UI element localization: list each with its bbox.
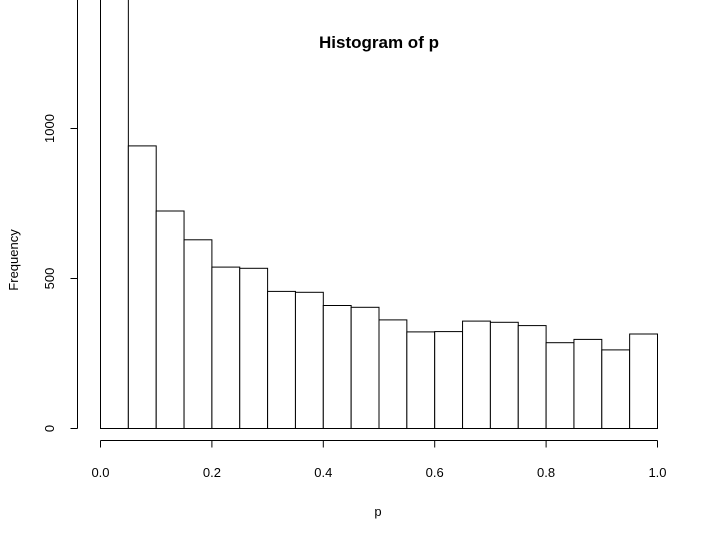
histogram-bar [267, 290, 296, 429]
x-tick-label: 1.0 [648, 465, 666, 480]
y-tick-label: 1000 [42, 114, 57, 143]
histogram-bar [462, 320, 491, 430]
histogram-bar [211, 266, 241, 429]
histogram-bar [294, 291, 324, 429]
y-axis-title: Frequency [6, 229, 21, 291]
x-tick-label: 0.0 [91, 465, 109, 480]
x-tick-label: 0.6 [426, 465, 444, 480]
histogram-bar [350, 306, 380, 429]
x-axis: 0.0 0.2 0.4 0.6 0.8 1.0 [91, 440, 667, 480]
histogram-bar [489, 321, 519, 429]
y-tick-label: 0 [42, 425, 57, 432]
histogram-bar [239, 267, 269, 429]
histogram-bar [434, 331, 464, 430]
chart-title: Histogram of p [319, 33, 439, 52]
histogram-bar [629, 333, 659, 429]
y-tick-label: 500 [42, 268, 57, 290]
x-tick-label: 0.8 [537, 465, 555, 480]
histogram-bar [378, 319, 408, 429]
bars-group [100, 0, 659, 430]
x-tick-label: 0.2 [203, 465, 221, 480]
histogram-bar [545, 342, 575, 430]
histogram-bar [155, 210, 185, 429]
y-axis: 050010001500 [42, 0, 78, 432]
histogram-bar [406, 331, 436, 429]
histogram-bar [322, 305, 352, 429]
histogram-bar [183, 239, 213, 429]
x-tick-label: 0.4 [314, 465, 332, 480]
histogram-bar [517, 325, 547, 430]
histogram-bar [100, 0, 129, 429]
histogram-bar [601, 349, 631, 429]
histogram-bar [573, 338, 603, 429]
x-axis-title: p [374, 504, 381, 519]
histogram-bar [127, 145, 157, 429]
